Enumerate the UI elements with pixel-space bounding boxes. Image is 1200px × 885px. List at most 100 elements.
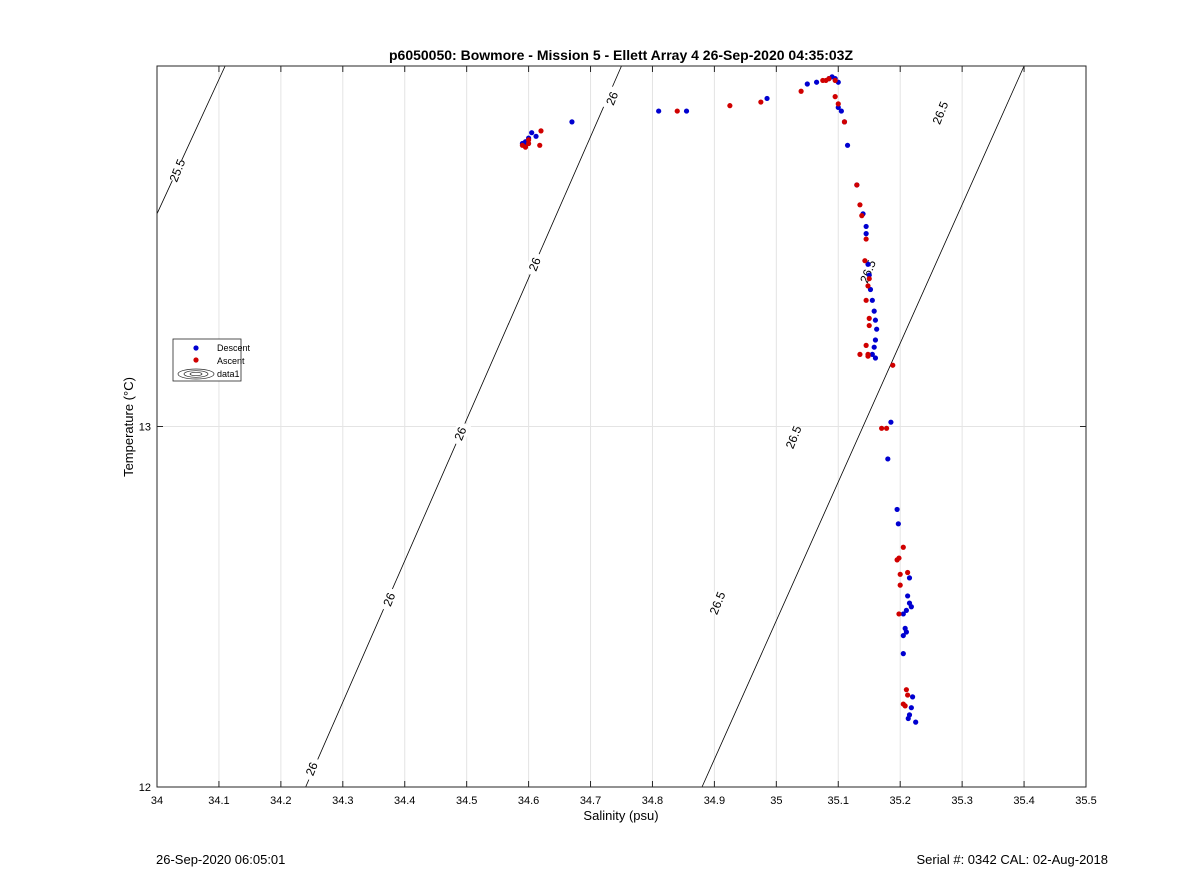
legend-marker-descent — [193, 345, 199, 351]
descent-point — [888, 419, 894, 425]
descent-point — [804, 81, 810, 87]
x-tick-label: 35.1 — [828, 795, 849, 807]
descent-point — [872, 337, 879, 343]
legend: Descent Ascent data1 — [172, 338, 251, 382]
contour-label-bg — [524, 251, 546, 278]
ascent-point — [859, 213, 865, 219]
ascent-point — [890, 362, 896, 368]
descent-point — [656, 108, 662, 114]
descent-point — [906, 575, 913, 581]
y-tick-label: 12 — [139, 782, 151, 794]
descent-point — [900, 632, 906, 639]
descent-point — [872, 355, 879, 361]
ascent-point — [905, 692, 911, 698]
ascent-point — [865, 283, 871, 289]
ascent-point — [526, 140, 532, 147]
descent-point — [871, 308, 877, 314]
descent-point — [903, 607, 909, 613]
contour-label: 26 — [303, 760, 321, 778]
contour-label-bg — [706, 590, 729, 616]
legend-label-ascent: Ascent — [217, 356, 245, 366]
x-tick-label: 34.8 — [642, 795, 663, 807]
contour-label-bg — [857, 258, 879, 285]
ascent-point — [854, 182, 860, 188]
ascent-point — [879, 425, 885, 431]
ascent-point — [537, 142, 543, 148]
ascent-point — [862, 258, 868, 264]
contour-label: 26 — [603, 89, 621, 107]
ascent-point — [866, 315, 872, 321]
x-tick-label: 34.3 — [332, 795, 353, 807]
descent-point — [903, 629, 909, 635]
x-tick-label: 34.7 — [580, 795, 601, 807]
x-tick-label: 34.9 — [704, 795, 725, 807]
descent-point — [872, 317, 879, 323]
descent-point — [869, 297, 875, 303]
ascent-point — [863, 297, 869, 303]
x-tick-label: 35.3 — [951, 795, 972, 807]
descent-point — [863, 223, 869, 230]
descent-point — [885, 456, 891, 462]
contour-line-26-5 — [701, 65, 1025, 788]
ascent-point — [727, 103, 733, 109]
ascent-point — [866, 276, 872, 282]
contour-label-bg — [929, 100, 952, 126]
ascent-point — [835, 101, 841, 107]
descent-point — [838, 108, 844, 114]
ascent-point — [897, 571, 903, 577]
ascent-point — [905, 569, 911, 576]
ascent-point — [896, 555, 902, 561]
ascent-point — [896, 611, 902, 617]
descent-point — [900, 651, 906, 657]
ascent-point — [826, 76, 832, 82]
x-tick-label: 34.2 — [270, 795, 291, 807]
descent-point — [900, 611, 906, 617]
x-axis-ticks: 34 34.1 34.2 34.3 34.4 34.5 34.6 34.7 34.8 34.9 35… — [151, 66, 1097, 807]
descent-point — [813, 79, 820, 85]
ascent-point — [674, 108, 680, 114]
contour-label-bg — [783, 424, 805, 451]
descent-point — [869, 351, 875, 357]
x-tick-label: 35.2 — [889, 795, 910, 807]
x-tick-label: 34.4 — [394, 795, 415, 807]
x-tick-label: 34.1 — [208, 795, 229, 807]
contour-label-bg — [378, 586, 400, 613]
descent-point — [908, 604, 914, 610]
legend-label-descent: Descent — [217, 343, 251, 353]
y-tick-label: 13 — [139, 422, 151, 434]
ascent-point — [863, 236, 869, 242]
descent-point — [871, 344, 877, 350]
legend-marker-ascent — [193, 357, 199, 363]
ascent-point — [897, 582, 903, 588]
descent-point — [908, 705, 914, 711]
descent-point — [764, 95, 770, 102]
footer-serial-cal: Serial #: 0342 CAL: 02-Aug-2018 — [916, 852, 1108, 867]
contour-label: 26 — [380, 590, 398, 608]
contour-label-bg — [166, 157, 189, 184]
descent-point — [533, 133, 539, 139]
descent-point — [913, 719, 919, 725]
ascent-point — [758, 99, 764, 105]
descent-point — [895, 521, 901, 527]
descent-point — [905, 715, 911, 722]
ascent-point — [866, 322, 872, 329]
ascent-point — [902, 703, 908, 709]
y-axis-ticks: 12 13 — [139, 422, 1086, 794]
ascent-point — [798, 88, 804, 94]
descent-point — [863, 231, 869, 237]
descent-point — [874, 326, 880, 332]
ascent-point — [526, 137, 532, 143]
contour-line-25-5 — [156, 65, 226, 214]
descent-point — [905, 593, 911, 599]
chart-title: p6050050: Bowmore - Mission 5 - Ellett A… — [389, 47, 853, 63]
ascent-point — [832, 94, 838, 100]
descent-point — [569, 119, 575, 125]
x-axis-label: Salinity (psu) — [583, 808, 658, 823]
contour-label-bg — [601, 85, 623, 112]
descent-point — [866, 272, 872, 278]
descent-point — [529, 130, 535, 136]
descent-point — [683, 108, 690, 114]
legend-contour-icon — [177, 368, 215, 380]
footer-timestamp: 26-Sep-2020 06:05:01 — [156, 852, 286, 867]
